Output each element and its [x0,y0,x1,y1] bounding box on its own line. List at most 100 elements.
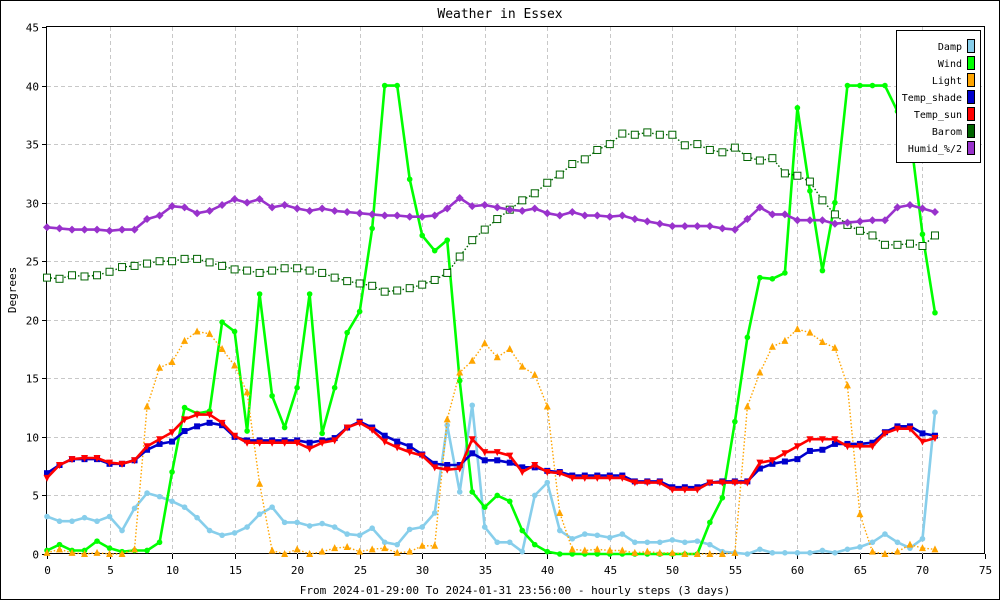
data-point [368,281,377,290]
data-point [768,154,777,163]
data-point [44,513,50,520]
data-point [905,201,914,210]
data-point [782,270,788,276]
data-point [881,550,889,557]
data-point [681,550,689,557]
data-point [143,215,152,224]
data-point [506,498,513,505]
data-point [869,539,876,546]
data-point [831,436,839,444]
data-point [406,176,413,183]
data-point [281,550,289,557]
x-tick-label: 0 [44,564,51,577]
data-point [555,211,564,220]
data-point [205,258,214,267]
data-point [369,225,375,232]
data-point [456,489,463,495]
data-point [355,209,364,218]
data-point [306,523,313,529]
data-point [594,532,601,539]
data-point [169,469,175,475]
data-point [431,541,439,549]
data-point [731,548,739,556]
data-point [306,439,313,446]
data-point [431,510,438,516]
data-point [843,443,851,451]
data-point [531,370,539,378]
data-point [218,201,227,210]
data-point [793,216,802,225]
data-point [318,204,327,213]
data-point [930,231,939,240]
data-point [857,82,863,89]
x-tick-label: 5 [107,564,114,577]
data-point [280,201,289,210]
data-point [506,539,513,546]
data-point [781,336,789,344]
data-point [930,208,939,217]
data-point [268,203,277,212]
x-tick-label: 15 [229,564,242,577]
data-point [481,457,488,464]
data-point [81,550,89,557]
data-point [693,222,702,231]
data-point [768,457,776,465]
data-point [606,474,614,482]
data-point [293,264,302,273]
data-point [794,105,801,111]
legend-swatch [967,124,975,138]
data-point [143,402,151,410]
chart-title: Weather in Essex [437,7,562,22]
data-point [418,280,427,289]
data-point [793,443,801,451]
data-point [781,458,788,465]
data-point [468,436,476,444]
data-point [255,195,264,204]
series-temp-sun [43,411,939,494]
data-point [605,140,614,149]
legend-label: Humid_%/2 [908,144,962,155]
data-point [131,545,139,553]
data-point [581,474,589,482]
data-point [931,545,939,553]
data-point [593,474,601,482]
data-point [106,459,114,467]
x-tick-label: 75 [979,564,992,577]
data-point [43,273,51,282]
data-point [655,130,664,139]
data-point [919,535,926,542]
x-tick-label: 40 [541,564,554,577]
data-point [568,474,576,482]
data-point [918,544,926,552]
data-point [443,415,451,423]
data-point [694,538,701,544]
data-point [393,286,402,295]
data-point [869,439,876,446]
data-point [93,548,101,556]
x-tick-label: 50 [666,564,679,577]
data-point [343,208,352,217]
y-tick-label: 15 [26,373,39,386]
data-point [81,514,88,521]
data-point [381,432,388,439]
data-point [419,232,426,239]
data-point [293,545,301,553]
data-point [131,505,138,512]
data-point [556,509,564,517]
data-point [368,426,376,434]
data-point [505,205,514,214]
data-point [768,342,776,350]
data-point [206,527,213,534]
data-point [306,550,314,557]
data-point [643,479,651,487]
data-point [618,474,626,482]
data-point [781,450,789,458]
data-point [330,273,339,282]
data-point [731,479,739,487]
data-point [518,196,527,205]
data-point [493,215,502,224]
data-point [755,203,764,212]
data-point [218,419,226,427]
data-point [344,531,350,537]
data-point [743,215,752,224]
